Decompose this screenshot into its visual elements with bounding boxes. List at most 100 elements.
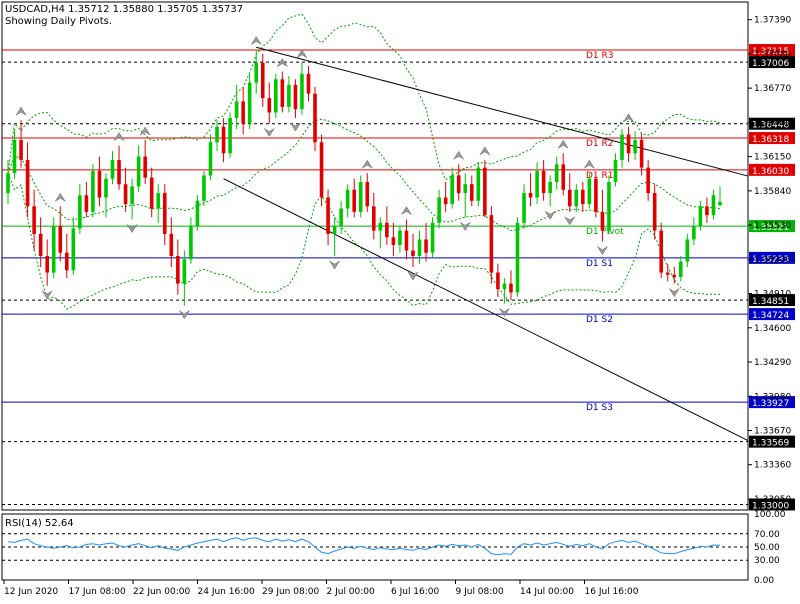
candle-body <box>97 170 102 198</box>
candle-body <box>476 167 481 201</box>
candle <box>189 217 193 264</box>
candle <box>51 217 56 279</box>
rsi-tick-label: 70.00 <box>754 530 780 540</box>
time-tick-label: 16 Jul 16:00 <box>585 587 639 597</box>
candle <box>247 73 252 129</box>
candle-body <box>411 250 415 256</box>
candle <box>411 233 415 268</box>
time-tick-label: 9 Jul 08:00 <box>456 587 505 597</box>
candle-body <box>404 230 409 251</box>
rsi-panel: 100.00 70.00 50.00 30.00 0.00 <box>2 510 786 586</box>
candle <box>143 140 147 185</box>
fractal-down-marker <box>460 222 471 231</box>
candle-body <box>136 156 141 187</box>
candle <box>162 184 167 245</box>
candle <box>672 267 677 284</box>
candle-body <box>71 228 76 271</box>
candle <box>208 134 213 180</box>
fractal-down-marker <box>290 122 301 132</box>
candle-body <box>365 182 370 207</box>
bollinger-lower <box>7 173 721 310</box>
candle-body <box>430 222 435 253</box>
candle-body <box>313 93 317 143</box>
candle <box>541 159 546 201</box>
fractal-up-marker <box>453 150 464 160</box>
candle-body <box>587 178 592 205</box>
fractal-up-marker <box>623 113 634 123</box>
candlesticks <box>6 49 722 306</box>
candle-body <box>620 134 624 160</box>
fractal-down-marker <box>597 246 608 256</box>
candle <box>692 217 696 245</box>
candle-body <box>208 142 213 176</box>
candle-body <box>143 156 147 178</box>
pivot-level-label: D1 R1 <box>586 171 614 181</box>
candle <box>718 186 722 207</box>
candle <box>195 195 200 231</box>
trendlines <box>223 46 749 442</box>
candle <box>476 162 481 207</box>
candle-body <box>358 182 363 212</box>
candle-body <box>469 184 474 201</box>
candle-body <box>705 206 709 216</box>
candle <box>528 173 533 207</box>
candle <box>110 151 115 185</box>
candle <box>567 173 572 212</box>
dashed-level-tag-text: 1.33000 <box>752 501 789 511</box>
candle-body <box>496 272 500 290</box>
candle <box>358 175 363 218</box>
candle <box>6 159 10 205</box>
candle-body <box>32 206 36 234</box>
rsi-tick-label: 50.00 <box>754 543 780 553</box>
candle-body <box>685 239 690 262</box>
rsi-tick-label: 30.00 <box>754 556 780 566</box>
candle-body <box>293 84 298 110</box>
price-tick-label: 1.34600 <box>754 324 791 334</box>
fractal-up-marker <box>251 36 262 45</box>
candle-body <box>274 79 278 113</box>
candle-body <box>483 167 487 216</box>
candle-body <box>117 159 121 185</box>
candle <box>711 189 716 220</box>
candle <box>437 189 441 229</box>
price-tick-label: 1.34290 <box>754 358 791 368</box>
candle-body <box>522 193 526 223</box>
candle-body <box>162 193 167 234</box>
price-axis: 1.37390 1.37080 1.36770 1.36460 1.36150 1.358… <box>748 16 791 505</box>
candle <box>548 175 552 207</box>
candle <box>300 62 304 115</box>
candle <box>365 173 370 212</box>
candle-body <box>45 256 49 273</box>
price-tick-label: 1.35840 <box>754 187 791 197</box>
fractal-up-marker <box>15 106 27 116</box>
candle <box>215 120 219 152</box>
fractal-up-marker <box>296 49 308 58</box>
candle-body <box>561 164 566 190</box>
candle-body <box>502 283 507 290</box>
candle-body <box>437 197 441 223</box>
price-tick-label: 1.35220 <box>754 255 791 265</box>
candle-body <box>6 173 10 194</box>
candle-body <box>189 226 193 260</box>
candle <box>274 73 278 118</box>
candle <box>104 173 108 218</box>
fractal-up-marker <box>139 126 151 136</box>
candle-body <box>456 175 461 194</box>
rsi-line <box>7 537 721 556</box>
price-tick-label: 1.33050 <box>754 495 791 505</box>
candle-body <box>260 62 265 99</box>
candle-body <box>319 142 324 198</box>
candle <box>182 250 187 306</box>
fractal-markers <box>15 36 680 320</box>
candle-body <box>548 182 552 194</box>
candle <box>391 222 396 256</box>
fractal-down-marker <box>499 308 510 317</box>
fractal-up-marker <box>401 206 412 215</box>
candle <box>385 206 389 245</box>
candle-body <box>698 206 703 227</box>
candle-body <box>672 274 677 277</box>
candle <box>12 129 17 179</box>
candle <box>554 156 559 190</box>
candle-body <box>665 272 670 275</box>
